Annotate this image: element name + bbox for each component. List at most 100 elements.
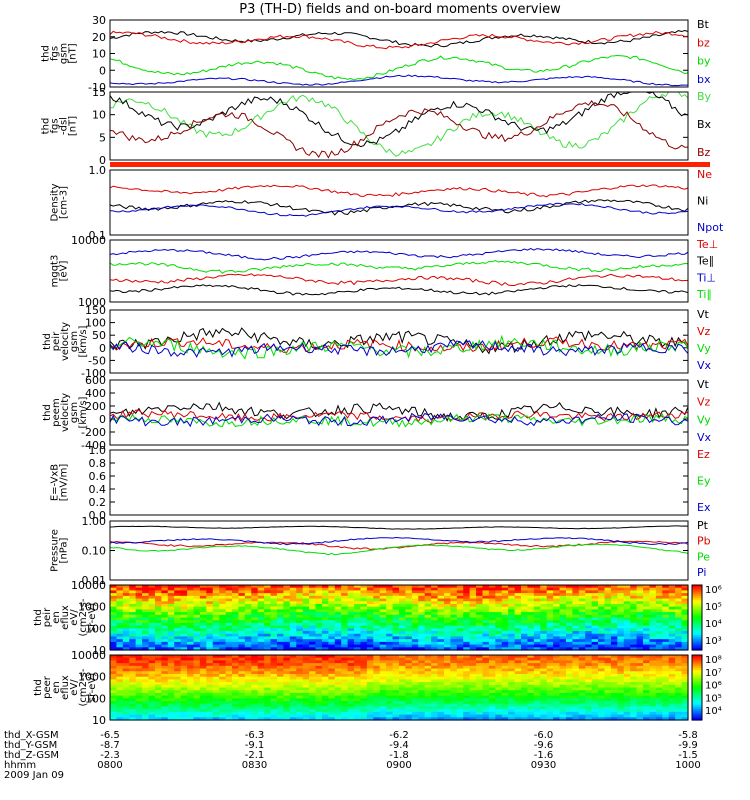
y-axis-label: en	[51, 611, 62, 624]
x-tick-label: -8.7	[100, 740, 120, 751]
panel-frame	[109, 654, 689, 721]
y-axis-label: [mV/m]	[59, 464, 70, 502]
x-tick-label: -1.6	[534, 750, 554, 761]
panel-efield: E=-VxB[mV/m] 1.00.80.60.40.20.0 Ez Ey Ex	[50, 444, 711, 522]
spectrogram-peir_spec	[110, 585, 689, 651]
y-axis-label: thd	[42, 333, 53, 350]
series-line-bz	[109, 30, 689, 50]
y-tick-label: 15	[92, 86, 106, 99]
panel-frame	[109, 19, 689, 88]
y-axis-label: gsm	[69, 331, 80, 352]
x-row-name: thd_Z-GSM	[4, 750, 59, 761]
y-axis-label: velocity	[60, 322, 71, 361]
y-axis-label: thd	[42, 404, 53, 421]
y-tick-label: 400	[85, 387, 106, 400]
legend-entry: Bt	[697, 18, 710, 31]
y-axis-label: (cm2-s-	[78, 598, 89, 636]
y-tick-label: 0	[99, 64, 106, 77]
panel-frame	[109, 239, 689, 303]
y-tick-label: -400	[81, 439, 106, 452]
y-tick-label: 30	[92, 14, 106, 27]
y-axis-label: peer	[42, 675, 53, 699]
y-tick-label: 100	[85, 622, 106, 635]
y-tick-label: 10	[92, 644, 106, 657]
y-tick-label: 150	[85, 304, 106, 317]
series-line-Vt	[109, 327, 689, 355]
panel-temp: mgqt3[eV] 10000 1000 Te⊥ Te∥ Ti⊥ Ti∥	[50, 234, 719, 309]
series-line-Pe	[109, 543, 689, 556]
y-axis-label: [km/s]	[78, 396, 89, 428]
y-axis-label: eV/	[69, 679, 80, 696]
y-tick-label: 0.01	[82, 574, 107, 587]
panel-frame	[109, 91, 689, 161]
legend-entry: Vz	[697, 396, 711, 409]
y-axis-label: eflux	[60, 605, 71, 630]
legend-entry: Ni	[697, 195, 708, 208]
colorbar-label: 10⁶	[705, 585, 722, 596]
y-axis-label: eV/	[69, 609, 80, 626]
y-axis-label: -dsl	[59, 117, 70, 135]
date-label: 2009 Jan 09	[4, 770, 64, 781]
y-tick-label: 0	[99, 342, 106, 355]
panel-frame	[109, 309, 689, 374]
y-axis-label: mgqt3	[50, 255, 61, 288]
y-axis-label: fgs	[50, 118, 61, 133]
legend-entry: Pi	[697, 566, 706, 579]
flag-bar	[110, 162, 710, 167]
x-tick-label: 1000	[675, 760, 700, 771]
y-axis-label: peir	[42, 607, 53, 627]
x-tick-label: -6.3	[245, 730, 265, 741]
y-axis-label: Density	[50, 183, 61, 221]
y-tick-label: 0	[99, 413, 106, 426]
y-tick-label: 100	[85, 692, 106, 705]
legend-entry: Te∥	[696, 255, 714, 268]
legend-entry: Ti⊥	[696, 271, 716, 284]
series-line-Ne	[109, 184, 689, 198]
legend-entry: Ez	[697, 448, 710, 461]
series-line-Vz	[109, 336, 689, 354]
legend-entry: by	[697, 55, 711, 68]
y-tick-label: 1.0	[89, 444, 107, 457]
series-line-Te∥	[109, 284, 689, 296]
colorbar-label: 10⁵	[705, 693, 722, 704]
panel-frame	[109, 379, 689, 446]
x-tick-label: -2.3	[100, 750, 120, 761]
y-tick-label: 0.4	[89, 483, 107, 496]
y-tick-label: 10000	[71, 234, 106, 247]
series-line-Vz	[109, 409, 689, 424]
y-axis-label: en	[51, 681, 62, 694]
x-tick-label: -6.5	[100, 730, 120, 741]
legend-entry: bx	[697, 73, 711, 86]
y-tick-label: 200	[85, 400, 106, 413]
x-tick-label: -1.5	[678, 750, 698, 761]
y-axis-label: velocity	[60, 393, 71, 432]
y-tick-label: 10	[92, 714, 106, 727]
y-axis-label: [km/s]	[78, 325, 89, 357]
y-axis-label: gsm	[59, 43, 70, 64]
y-tick-label: -200	[81, 426, 106, 439]
y-tick-label: 1000	[78, 671, 106, 684]
y-tick-label: 1000	[78, 601, 106, 614]
y-axis-label: [nT]	[68, 116, 79, 136]
y-tick-label: 600	[85, 374, 106, 387]
x-row-name: thd_Y-GSM	[4, 740, 57, 751]
y-axis-label: [nT]	[68, 43, 79, 63]
y-tick-label: 10000	[71, 649, 106, 662]
y-tick-label: 0.6	[89, 470, 107, 483]
panel-frame	[109, 584, 689, 651]
y-axis-label: sr-eV)	[87, 603, 98, 632]
series-line-Pi	[109, 536, 689, 546]
panel-frame	[109, 449, 689, 516]
x-tick-label: 0930	[531, 760, 556, 771]
legend-entry: Te⊥	[696, 238, 718, 251]
colorbar: 10⁶ 10⁵ 10⁴ 10³	[691, 584, 722, 651]
series-line-Npot	[109, 202, 689, 217]
series-line-Bt	[109, 29, 689, 48]
series-line-Ti∥	[109, 259, 689, 274]
series-line-Vx	[109, 412, 689, 428]
series-line-By	[110, 91, 689, 157]
